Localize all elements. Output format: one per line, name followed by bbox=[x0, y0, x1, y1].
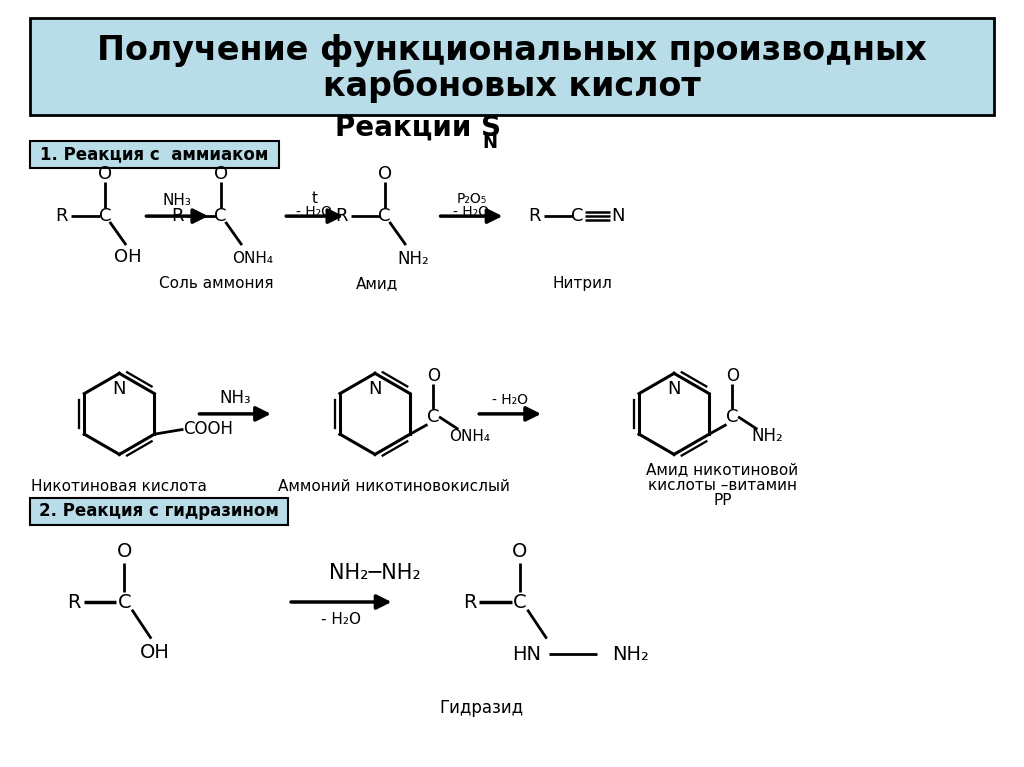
Text: PP: PP bbox=[713, 493, 731, 509]
Text: карбоновых кислот: карбоновых кислот bbox=[324, 69, 700, 103]
Text: C: C bbox=[379, 207, 391, 225]
Text: 1. Реакция с  аммиаком: 1. Реакция с аммиаком bbox=[40, 146, 268, 163]
Text: R: R bbox=[55, 207, 69, 225]
Text: C: C bbox=[726, 408, 738, 426]
Text: N: N bbox=[482, 134, 497, 152]
Text: Получение функциональных производных: Получение функциональных производных bbox=[97, 34, 927, 67]
Text: O: O bbox=[98, 165, 112, 183]
Text: C: C bbox=[98, 207, 112, 225]
Text: O: O bbox=[117, 542, 132, 561]
Text: NH₂: NH₂ bbox=[612, 644, 649, 663]
Text: R: R bbox=[336, 207, 348, 225]
Text: OH: OH bbox=[140, 643, 170, 662]
Text: OH: OH bbox=[115, 248, 142, 265]
Bar bbox=[30, 18, 994, 115]
Text: N: N bbox=[668, 380, 681, 398]
Text: Амид никотиновой: Амид никотиновой bbox=[646, 463, 799, 477]
Text: Реакции S: Реакции S bbox=[336, 114, 502, 141]
Text: O: O bbox=[512, 542, 527, 561]
Text: Гидразид: Гидразид bbox=[439, 700, 523, 717]
Text: O: O bbox=[214, 165, 227, 183]
Text: C: C bbox=[214, 207, 227, 225]
Text: кислоты –витамин: кислоты –витамин bbox=[648, 478, 797, 492]
Bar bbox=[30, 141, 279, 168]
Text: P₂O₅: P₂O₅ bbox=[457, 192, 486, 206]
Text: C: C bbox=[513, 592, 526, 611]
Text: HN: HN bbox=[512, 644, 541, 663]
Text: O: O bbox=[378, 165, 392, 183]
Text: NH₂: NH₂ bbox=[397, 249, 429, 268]
Text: R: R bbox=[528, 207, 541, 225]
Text: Амид: Амид bbox=[355, 276, 398, 291]
Text: NH₂─NH₂: NH₂─NH₂ bbox=[329, 563, 421, 583]
Text: R: R bbox=[463, 592, 476, 611]
Text: - H₂O: - H₂O bbox=[454, 206, 489, 219]
Text: t: t bbox=[311, 191, 317, 206]
Text: Никотиновая кислота: Никотиновая кислота bbox=[32, 479, 207, 494]
Text: Нитрил: Нитрил bbox=[553, 276, 612, 291]
Text: - H₂O: - H₂O bbox=[296, 206, 332, 219]
Text: O: O bbox=[726, 367, 738, 385]
Text: N: N bbox=[611, 207, 625, 225]
Text: Аммоний никотиновокислый: Аммоний никотиновокислый bbox=[279, 479, 510, 494]
Text: - H₂O: - H₂O bbox=[493, 393, 528, 407]
Text: C: C bbox=[571, 207, 584, 225]
Text: C: C bbox=[118, 592, 131, 611]
Text: ONH₄: ONH₄ bbox=[232, 251, 273, 266]
Text: 2. Реакция с гидразином: 2. Реакция с гидразином bbox=[39, 502, 279, 520]
Text: N: N bbox=[113, 380, 126, 398]
Text: ONH₄: ONH₄ bbox=[450, 429, 490, 443]
Text: C: C bbox=[427, 408, 439, 426]
Text: NH₃: NH₃ bbox=[219, 390, 251, 407]
Text: N: N bbox=[369, 380, 382, 398]
Bar bbox=[30, 498, 288, 525]
Text: R: R bbox=[171, 207, 184, 225]
Text: COOH: COOH bbox=[183, 420, 233, 438]
Text: NH₃: NH₃ bbox=[163, 193, 191, 208]
Text: O: O bbox=[427, 367, 439, 385]
Text: - H₂O: - H₂O bbox=[322, 612, 361, 627]
Text: NH₂: NH₂ bbox=[752, 427, 783, 445]
Text: R: R bbox=[68, 592, 81, 611]
Text: Соль аммония: Соль аммония bbox=[159, 276, 273, 291]
